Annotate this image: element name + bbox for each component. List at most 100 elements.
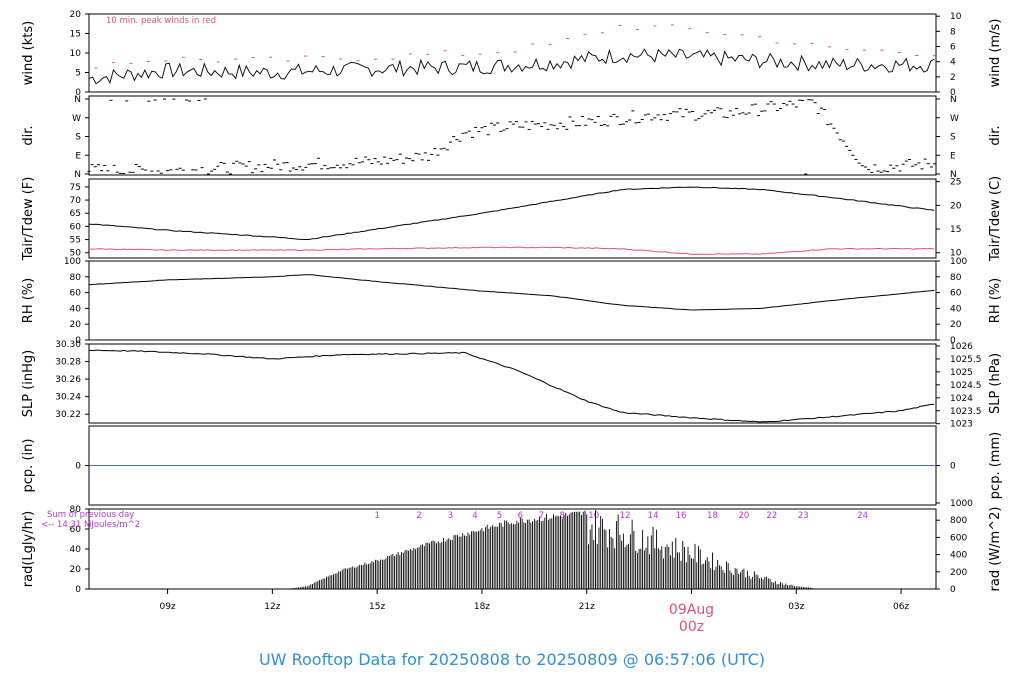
right-tick-label: 0 (950, 462, 956, 472)
rad-hour-marker: 12 (620, 511, 631, 521)
left-tick-label: 20 (70, 10, 82, 20)
left-axis-label: Tair/Tdew (F) (21, 177, 36, 262)
left-axis-label: RH (%) (21, 278, 36, 323)
right-tick-label: 1023 (950, 420, 973, 430)
time-tick-label: 15z (369, 602, 385, 612)
left-tick-label: 20 (70, 320, 82, 330)
right-tick-label: 1024.5 (950, 381, 982, 391)
slp-series (88, 349, 935, 423)
left-axis-label: pcp. (in) (21, 439, 36, 493)
panel-rh: 0 20 40 60 80 100 0 20 40 60 80 100 RH (%) RH (%) (21, 257, 1003, 346)
wind-series (88, 48, 935, 85)
panel-frame (88, 13, 937, 93)
date-sub-label: 00z (679, 619, 704, 635)
right-tick-label: 1023.5 (950, 407, 982, 417)
time-tick-label: 06z (893, 602, 909, 612)
left-tick-label: 65 (70, 209, 81, 219)
left-tick-label: 60 (70, 289, 82, 299)
right-tick-label: 600 (950, 533, 967, 543)
right-tick-label: 2 (950, 73, 956, 83)
left-tick-label: W (72, 114, 81, 124)
right-tick-label: 200 (950, 568, 967, 578)
left-tick-label: 20 (70, 565, 82, 575)
time-tick-label: 09z (159, 602, 175, 612)
right-tick-label: N (950, 95, 957, 105)
right-tick-label: S (950, 133, 956, 143)
right-tick-label: 4 (950, 58, 956, 68)
left-tick-label: 80 (70, 505, 82, 515)
panel-frame (88, 95, 937, 176)
rad-hour-marker: 8 (560, 511, 565, 521)
left-tick-label: 100 (64, 257, 81, 267)
right-tick-label: W (950, 114, 959, 124)
rad-hour-marker: 5 (497, 511, 502, 521)
rad-hour-marker: 1 (374, 511, 379, 521)
rad-hour-marker: 20 (738, 511, 749, 521)
left-tick-label: 30.26 (55, 375, 81, 385)
left-tick-label: 60 (70, 222, 82, 232)
panel-frame (88, 260, 937, 341)
right-tick-label: 1026 (950, 342, 973, 352)
right-tick-label: 400 (950, 551, 967, 561)
right-tick-label: 100 (950, 257, 967, 267)
right-tick-label: 6 (950, 43, 956, 53)
panel-slp: 30.22 30.24 30.26 30.28 30.30 1023 1023.5 1024 1… (21, 340, 1003, 430)
right-tick-label: E (950, 151, 956, 161)
left-axis-label: SLP (inHg) (21, 350, 36, 418)
left-tick-label: 0 (75, 336, 81, 346)
right-tick-label: 1025.5 (950, 355, 982, 365)
rad-hour-marker: 4 (472, 511, 477, 521)
left-tick-label: 75 (70, 183, 81, 193)
right-tick-label: 25 (950, 178, 961, 188)
right-tick-label: 40 (950, 304, 962, 314)
left-tick-label: 55 (70, 236, 81, 246)
left-tick-label: 70 (70, 196, 82, 206)
rad-hour-marker: 2 (416, 511, 421, 521)
rad-hour-marker: 6 (518, 511, 523, 521)
rad-hour-marker: 23 (798, 511, 809, 521)
rad-note-1: Sum of previous day (47, 510, 134, 520)
panel-pcp: 0 0 pcp. (in) pcp. (mm) (21, 425, 1003, 506)
rad-note-2: <-- 14.31 MJoules/m^2 (41, 520, 140, 530)
right-axis-label: wind (m/s) (988, 19, 1003, 88)
rad-hour-marker: 3 (448, 511, 453, 521)
left-tick-label: 0 (75, 462, 81, 472)
right-tick-label: 8 (950, 27, 956, 37)
right-tick-label: 20 (950, 201, 962, 211)
right-tick-label: 1024 (950, 394, 973, 404)
left-axis-label: dir. (21, 125, 36, 145)
right-tick-label: 15 (950, 225, 961, 235)
left-tick-label: N (74, 170, 81, 180)
right-tick-label: 10 (950, 249, 962, 259)
rad-hour-marker: 16 (676, 511, 687, 521)
right-tick-label: 0 (950, 585, 956, 595)
left-axis-label: wind (kts) (21, 21, 36, 85)
right-axis-label: Tair/Tdew (C) (988, 176, 1003, 262)
right-tick-label: N (950, 170, 957, 180)
left-tick-label: 30.28 (55, 358, 81, 368)
right-tick-label: 0 (950, 336, 956, 346)
rad-hour-marker: 14 (648, 511, 659, 521)
right-axis-label: rad (W/m^2) (988, 507, 1003, 592)
panel-wind: 0 5 10 15 20 0 2 4 6 8 10 wind (kts) wind (m/s) 10 mi… (21, 10, 1003, 98)
right-axis-label: RH (%) (988, 278, 1003, 323)
time-tick-label: 03z (788, 602, 804, 612)
left-tick-label: 40 (70, 304, 82, 314)
right-tick-label: 20 (950, 320, 962, 330)
rad-hour-marker: 24 (857, 511, 868, 521)
right-tick-label: 0 (950, 88, 956, 98)
tair-series (88, 186, 935, 240)
left-tick-label: 80 (70, 273, 82, 283)
panel-frame (88, 178, 937, 259)
left-tick-label: 10 (70, 49, 82, 59)
left-tick-label: 0 (75, 88, 81, 98)
rad-hour-marker: 18 (707, 511, 718, 521)
right-tick-label: 1000 (950, 499, 973, 509)
left-tick-label: 15 (70, 30, 81, 40)
rh-series (88, 274, 935, 311)
